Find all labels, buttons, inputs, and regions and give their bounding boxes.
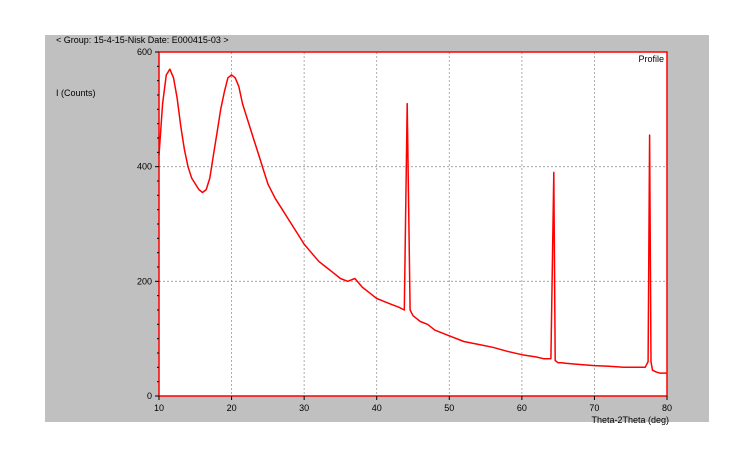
x-tick-label: 50	[444, 403, 454, 413]
x-tick-label: 30	[299, 403, 309, 413]
x-tick-label: 60	[517, 403, 527, 413]
profile-series-line	[158, 68, 667, 374]
y-tick-label: 600	[137, 47, 152, 57]
y-tick-label: 200	[137, 276, 152, 286]
x-tick-label: 20	[227, 403, 237, 413]
y-axis-label: I (Counts)	[56, 88, 96, 98]
chart-header: < Group: 15-4-15-Nisk Date: E000415-03 >	[56, 35, 229, 45]
y-tick-label: 0	[147, 391, 152, 401]
x-tick-label: 40	[372, 403, 382, 413]
x-axis-label: Theta-2Theta (deg)	[591, 415, 669, 425]
x-tick-label: 70	[589, 403, 599, 413]
y-tick-label: 400	[137, 162, 152, 172]
x-tick-label: 80	[662, 403, 672, 413]
plot-area	[159, 52, 667, 396]
x-tick-label: 10	[154, 403, 164, 413]
axis-ticks: 10 20 30 40 50 60 70 80 0 200 400 600	[137, 47, 672, 413]
legend-label: Profile	[638, 54, 664, 64]
